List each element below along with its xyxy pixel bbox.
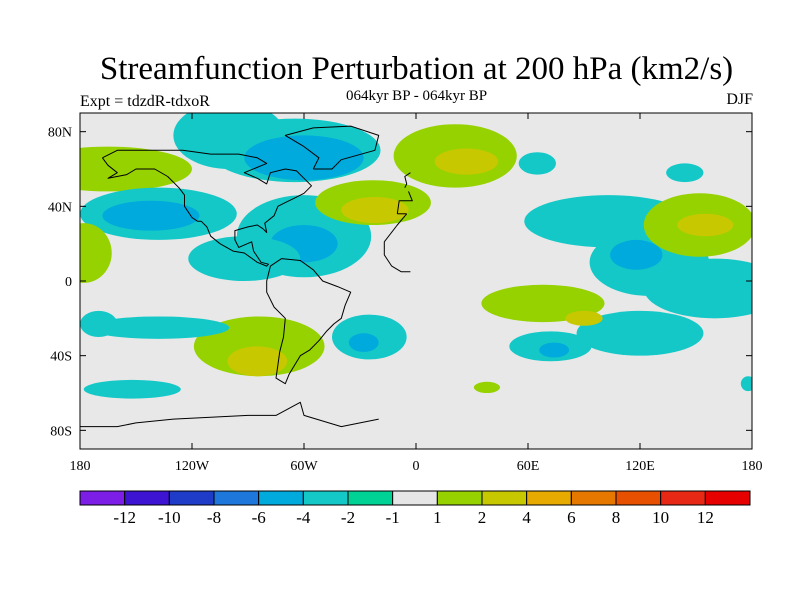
colorbar-swatch: [347, 490, 394, 506]
colorbar-label: 4: [522, 508, 531, 527]
lat-tick-label: 80S: [50, 424, 72, 439]
coastline: [80, 401, 379, 428]
season-label: DJF: [726, 91, 753, 108]
colorbar-swatch: [302, 490, 349, 506]
anomaly-region: [193, 316, 325, 377]
colorbar-label: -1: [386, 508, 400, 527]
colorbar-swatch: [168, 490, 215, 506]
colorbar-label: 6: [567, 508, 576, 527]
colorbar-swatch: [213, 490, 260, 506]
anomaly-region: [434, 148, 499, 175]
anomaly-region: [576, 310, 704, 356]
colorbar-swatch: [124, 490, 170, 506]
plot-title: Streamfunction Perturbation at 200 hPa (…: [99, 51, 734, 87]
colorbar-swatch: [660, 490, 706, 506]
coastline: [266, 258, 352, 385]
colorbar-label: -6: [252, 508, 266, 527]
colorbar-label: -2: [341, 508, 355, 527]
lon-tick-label: 60W: [290, 459, 318, 474]
lat-tick-label: 40N: [48, 200, 72, 215]
anomaly-region: [518, 152, 556, 175]
lon-tick-label: 180: [742, 459, 763, 474]
anomaly-region: [643, 258, 752, 319]
lat-tick-label: 0: [65, 275, 72, 290]
colorbar-swatch: [392, 490, 438, 506]
colorbar-label: 10: [652, 508, 669, 527]
anomaly-region: [83, 379, 181, 399]
colorbar-swatch: [570, 490, 617, 506]
lon-tick-label: 120E: [625, 459, 655, 474]
coastline: [383, 241, 411, 273]
coastline: [284, 125, 380, 170]
colorbar-label: -4: [296, 508, 311, 527]
anomaly-region: [539, 342, 570, 358]
coastline-layer: [0, 125, 413, 449]
lon-tick-label: 60E: [517, 459, 540, 474]
anomaly-region: [244, 135, 364, 181]
experiment-label: Expt = tdzdR-tdxoR: [80, 93, 210, 110]
anomaly-region: [666, 163, 704, 183]
plot-subtitle: 064kyr BP - 064kyr BP: [345, 88, 488, 104]
colorbar-swatch: [436, 490, 483, 506]
anomaly-region: [348, 333, 379, 352]
colorbar-swatch: [704, 490, 751, 506]
anomaly-region: [80, 223, 112, 283]
anomaly-region: [227, 346, 288, 377]
coastline: [404, 172, 411, 188]
colorbar-swatch: [79, 490, 126, 506]
anomaly-region: [677, 213, 734, 237]
colorbar-label: 2: [478, 508, 487, 527]
coastline: [396, 191, 413, 214]
colorbar-label: -8: [207, 508, 221, 527]
colorbar: -12 -10 -8 -6 -4 -2 -1 1 2 4 6 8 10 12: [79, 490, 751, 527]
lon-tick-label: 0: [413, 459, 420, 474]
colorbar-swatch: [481, 490, 528, 506]
colorbar-label: -12: [113, 508, 136, 527]
coastline: [0, 283, 24, 300]
anomaly-region: [610, 239, 663, 270]
coastline: [0, 197, 9, 223]
colorbar-swatch: [526, 490, 572, 506]
colorbar-label: 12: [697, 508, 714, 527]
anomaly-region: [87, 316, 230, 339]
anomaly-region: [473, 381, 500, 393]
colorbar-swatch: [615, 490, 662, 506]
lat-tick-label: 80N: [48, 126, 72, 141]
anomaly-region: [102, 200, 200, 231]
anomaly-region: [188, 236, 301, 281]
coastline: [0, 302, 30, 354]
colorbar-swatch: [258, 490, 304, 506]
colorbar-label: 1: [433, 508, 442, 527]
colorbar-label: -10: [158, 508, 181, 527]
anomaly-layer: [80, 113, 752, 399]
anomaly-region: [565, 310, 603, 326]
coastline: [101, 149, 312, 267]
lat-tick-label: 40S: [50, 350, 72, 365]
lon-tick-label: 120W: [175, 459, 210, 474]
anomaly-region: [341, 197, 409, 224]
anomaly-region: [740, 376, 752, 392]
colorbar-label: 8: [612, 508, 621, 527]
anomaly-region: [80, 146, 192, 192]
lon-tick-label: 180: [70, 459, 91, 474]
coastline: [383, 213, 408, 243]
axis-layer: 180 120W 60W 0 60E 120E 180 80N 40N 0 40S 80S: [48, 113, 763, 474]
